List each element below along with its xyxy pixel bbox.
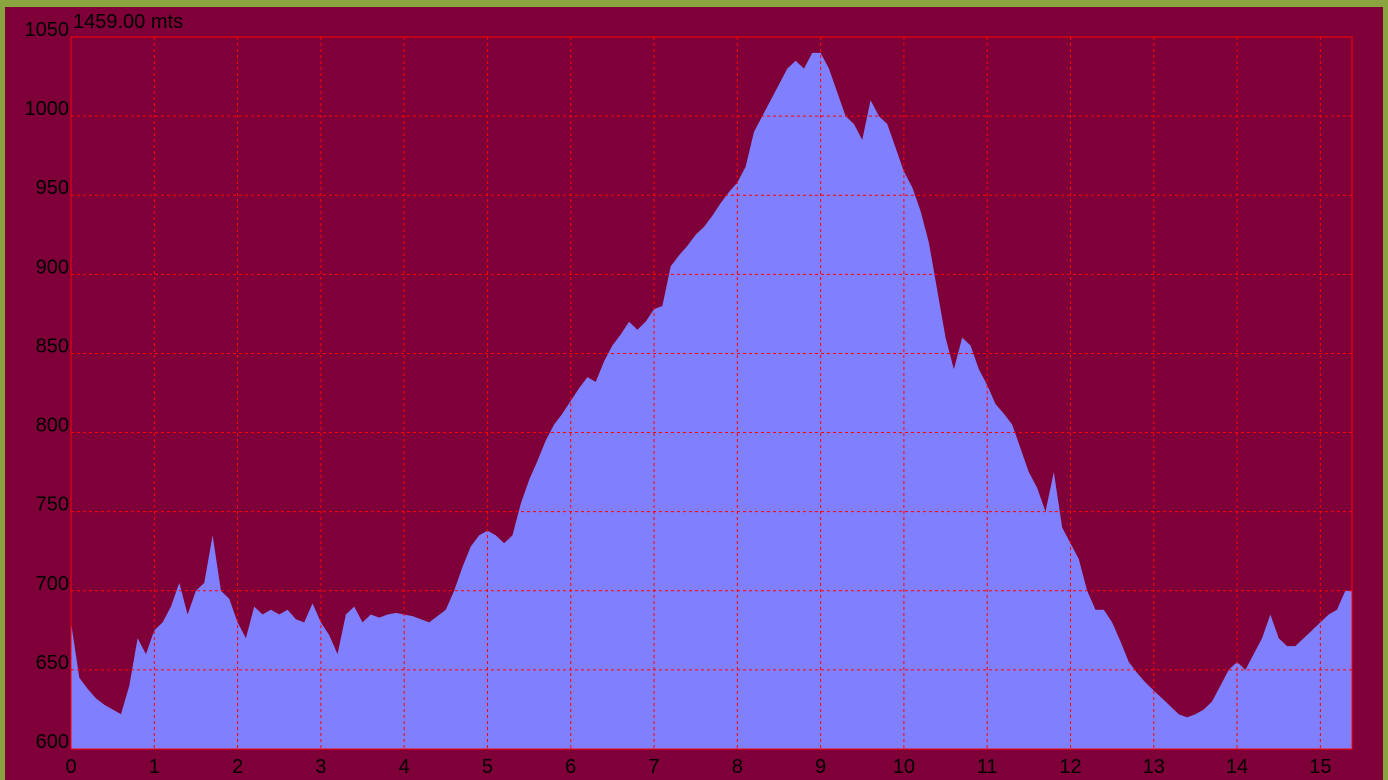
x-tick-label: 11 [977, 756, 998, 778]
x-tick-label: 3 [315, 756, 326, 778]
y-tick-label: 750 [36, 494, 69, 516]
y-tick-label: 600 [36, 731, 69, 753]
y-tick-label: 850 [36, 335, 69, 357]
x-tick-label: 13 [1143, 756, 1165, 778]
y-tick-label: 1050 [25, 19, 70, 41]
x-tick-label: 8 [732, 756, 743, 778]
plot-border [70, 36, 1353, 750]
x-tick-label: 10 [893, 756, 915, 778]
x-tick-label: 5 [482, 756, 493, 778]
elevation-area [71, 52, 1352, 750]
x-tick-label: 9 [815, 756, 826, 778]
x-tick-label: 2 [232, 756, 243, 778]
x-tick-label: 15 [1309, 756, 1331, 778]
y-tick-label: 650 [36, 652, 69, 674]
annotation: 1459.00 mts [73, 11, 183, 33]
x-tick-label: 6 [565, 756, 576, 778]
y-tick-label: 900 [36, 256, 69, 278]
x-tick-label: 1 [149, 756, 160, 778]
x-tick-label: 4 [399, 756, 410, 778]
x-tick-label: 7 [648, 756, 659, 778]
x-tick-label: 12 [1059, 756, 1081, 778]
y-tick-label: 700 [36, 573, 69, 595]
y-tick-label: 800 [36, 415, 69, 437]
y-tick-label: 1000 [25, 98, 70, 120]
x-tick-label: 0 [65, 756, 76, 778]
x-tick-label: 14 [1226, 756, 1248, 778]
y-tick-label: 950 [36, 177, 69, 199]
